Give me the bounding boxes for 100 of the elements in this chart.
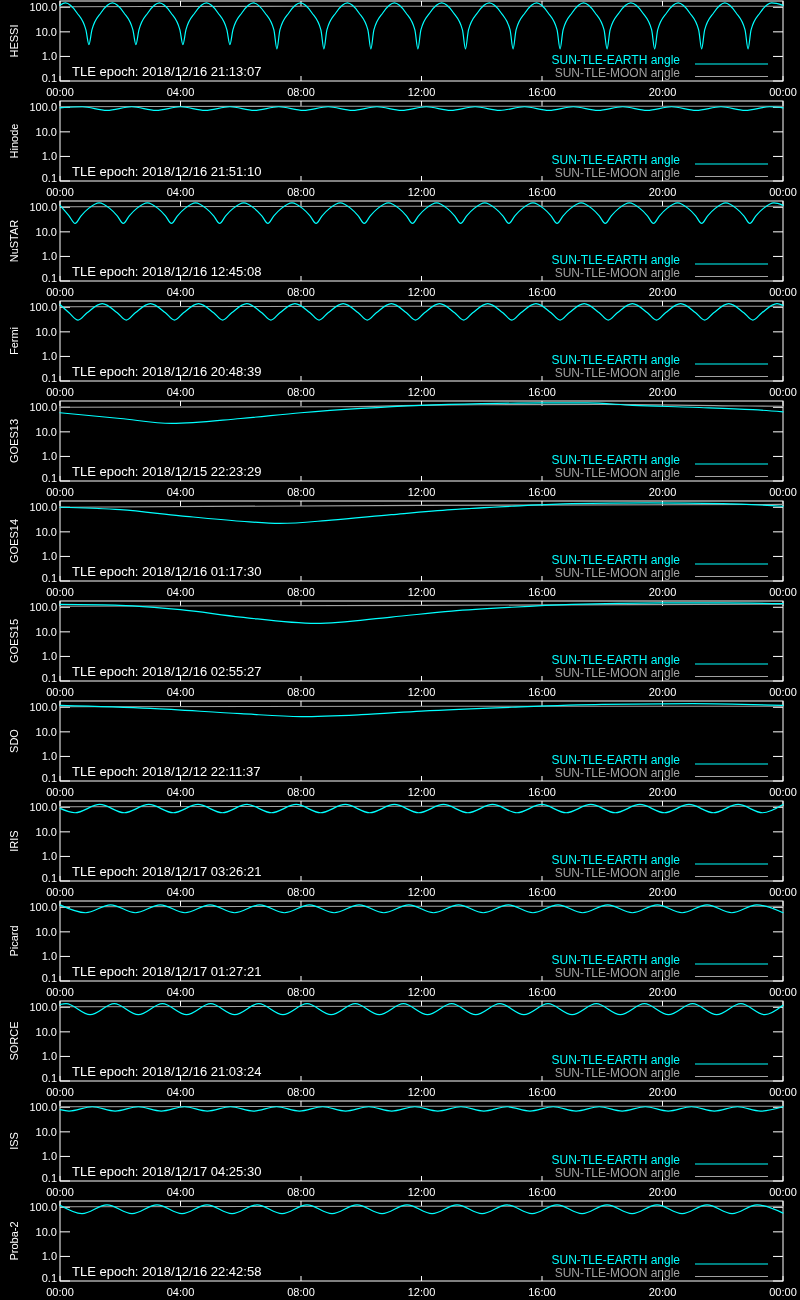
y-tick-label: 100.0: [29, 1, 57, 14]
text: SUN-TLE-MOON angle: [554, 365, 681, 380]
y-tick-label: 10.0: [35, 1125, 57, 1138]
annotation: TLE epoch: 2018/12/16 20:48:39: [72, 364, 262, 379]
x-tick-label: 00:00: [769, 586, 797, 598]
y-tick-label: 1.0: [41, 850, 57, 863]
y-tick-label: 10.0: [35, 725, 57, 738]
x-tick-label: 20:00: [648, 986, 677, 998]
y-tick-label: 0.1: [41, 1071, 57, 1084]
text: SUN-TLE-MOON angle: [554, 565, 681, 580]
x-tick-label: 12:00: [407, 486, 436, 498]
line-series: [59, 402, 784, 425]
y-tick-label: 0.1: [41, 771, 57, 784]
text: SUN-TLE-EARTH angle: [551, 653, 681, 668]
annotation: TLE epoch: 2018/12/17 01:27:21: [72, 964, 262, 979]
y-tick-label: 10.0: [35, 125, 57, 138]
x-tick-label: 12:00: [407, 86, 436, 98]
y-tick-label: 1.0: [41, 550, 57, 563]
line-series: [59, 1204, 784, 1215]
line-series: [59, 2, 784, 50]
x-tick-label: 16:00: [528, 86, 556, 98]
x-tick-label: 00:00: [769, 86, 797, 98]
x-tick-label: 00:00: [46, 886, 74, 898]
x-tick-label: 12:00: [407, 586, 436, 598]
x-tick-label: 00:00: [769, 286, 797, 298]
x-tick-label: 20:00: [648, 1286, 677, 1298]
text: SUN-TLE-MOON angle: [554, 865, 681, 880]
x-tick-label: 20:00: [648, 286, 677, 298]
x-tick-label: 16:00: [528, 586, 556, 598]
y-tick-label: 10.0: [35, 625, 57, 638]
x-tick-label: 08:00: [287, 286, 315, 298]
y-tick-label: 10.0: [35, 925, 57, 938]
x-tick-label: 04:00: [166, 86, 195, 98]
text: SUN-TLE-EARTH angle: [551, 1253, 681, 1268]
x-tick-label: 08:00: [287, 1286, 315, 1298]
x-tick-label: 16:00: [528, 886, 556, 898]
annotation: TLE epoch: 2018/12/16 01:17:30: [72, 564, 262, 579]
annotation: TLE epoch: 2018/12/17 03:26:21: [72, 864, 262, 879]
x-tick-label: 20:00: [648, 1186, 677, 1198]
annotation: TLE epoch: 2018/12/16 21:51:10: [72, 164, 262, 179]
y-tick-label: 1.0: [41, 350, 57, 363]
x-tick-label: 04:00: [166, 1286, 195, 1298]
y-axis-title: Fermi: [8, 326, 20, 356]
y-tick-label: 10.0: [35, 525, 57, 538]
x-tick-label: 12:00: [407, 886, 436, 898]
x-tick-label: 16:00: [528, 786, 556, 798]
x-tick-label: 16:00: [528, 1086, 556, 1098]
y-axis-title: ISS: [8, 1132, 20, 1150]
x-tick-label: 20:00: [648, 786, 677, 798]
text: SUN-TLE-MOON angle: [554, 1065, 681, 1080]
text: SUN-TLE-MOON angle: [554, 1165, 681, 1180]
y-axis-title: GOES13: [8, 418, 20, 464]
x-tick-label: 16:00: [528, 1286, 556, 1298]
x-tick-label: 12:00: [407, 686, 436, 698]
annotation: TLE epoch: 2018/12/12 22:11:37: [72, 764, 261, 779]
y-tick-label: 100.0: [29, 1001, 57, 1014]
x-tick-label: 04:00: [166, 186, 195, 198]
x-tick-label: 16:00: [528, 986, 556, 998]
x-tick-label: 08:00: [287, 186, 315, 198]
x-tick-label: 12:00: [407, 1286, 436, 1298]
text: SUN-TLE-EARTH angle: [551, 953, 681, 968]
y-tick-label: 10.0: [35, 1225, 57, 1238]
y-tick-label: 10.0: [35, 1025, 57, 1038]
text: SUN-TLE-MOON angle: [554, 265, 681, 280]
x-tick-label: 20:00: [648, 486, 677, 498]
y-tick-label: 0.1: [41, 871, 57, 884]
x-tick-label: 20:00: [648, 86, 677, 98]
text: SUN-TLE-MOON angle: [554, 65, 681, 80]
y-tick-label: 0.1: [41, 371, 57, 384]
x-tick-label: 08:00: [287, 786, 315, 798]
text: SUN-TLE-EARTH angle: [551, 253, 681, 268]
x-tick-label: 00:00: [769, 686, 797, 698]
x-tick-label: 00:00: [46, 286, 74, 298]
y-axis-title: GOES15: [8, 618, 20, 664]
annotation: TLE epoch: 2018/12/15 22:23:29: [72, 464, 262, 479]
y-tick-label: 0.1: [41, 1271, 57, 1284]
y-tick-label: 100.0: [29, 401, 57, 414]
x-tick-label: 08:00: [287, 586, 315, 598]
y-tick-label: 1.0: [41, 150, 57, 163]
text: SUN-TLE-EARTH angle: [551, 753, 681, 768]
x-tick-label: 20:00: [648, 886, 677, 898]
x-tick-label: 16:00: [528, 386, 556, 398]
y-tick-label: 1.0: [41, 250, 57, 263]
annotation: TLE epoch: 2018/12/16 21:03:24: [72, 1064, 262, 1079]
y-tick-label: 100.0: [29, 701, 57, 714]
text: SUN-TLE-MOON angle: [554, 665, 681, 680]
x-tick-label: 00:00: [46, 186, 74, 198]
y-axis-title: Hinode: [8, 123, 20, 159]
annotation: TLE epoch: 2018/12/17 04:25:30: [72, 1164, 262, 1179]
y-tick-label: 0.1: [41, 1171, 57, 1184]
x-tick-label: 00:00: [769, 386, 797, 398]
x-tick-label: 00:00: [769, 486, 797, 498]
line-series: [59, 1003, 784, 1016]
x-tick-label: 00:00: [46, 786, 74, 798]
x-tick-label: 00:00: [769, 1086, 797, 1098]
text: SUN-TLE-MOON angle: [554, 1265, 681, 1280]
line-series: [59, 202, 784, 225]
annotation: TLE epoch: 2018/12/16 02:55:27: [72, 664, 262, 679]
y-tick-label: 1.0: [41, 50, 57, 63]
y-tick-label: 1.0: [41, 1150, 57, 1163]
